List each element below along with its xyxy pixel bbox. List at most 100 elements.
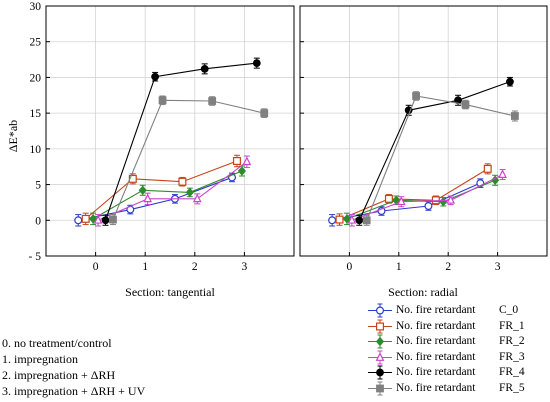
data-point-fr_1 [384, 194, 393, 203]
legend-item-fr1: No. fire retardant FR_1 [367, 319, 549, 335]
legend-label: No. fire retardant [396, 381, 476, 394]
legend-label: No. fire retardant [396, 319, 476, 332]
legend-code: FR_3 [499, 350, 525, 363]
legend-item-fr3: No. fire retardant FR_3 [367, 350, 549, 366]
legend-code: FR_1 [499, 319, 525, 332]
legend-code: FR_4 [499, 366, 525, 378]
legend-item-fr4: No. fire retardant FR_4 [367, 365, 549, 381]
data-point-fr_3 [446, 194, 456, 204]
data-point-fr_4 [101, 216, 110, 225]
data-point-fr_2 [138, 185, 147, 196]
x-tick-label: 1 [142, 261, 148, 273]
data-point-c_0 [424, 202, 433, 211]
series-line-fr_3 [97, 161, 248, 221]
x-tick-label: 3 [495, 261, 501, 273]
legend-label: No. fire retardant [396, 366, 476, 378]
legend-marker [376, 368, 384, 377]
note-item: 0. no treatment/control [2, 336, 112, 350]
data-point-fr_5 [109, 215, 117, 224]
x-tick-label: 2 [445, 261, 451, 273]
y-tick-label: - 5 [29, 251, 42, 263]
plot-frame [299, 5, 548, 257]
legend-marker [375, 336, 385, 347]
x-tick-label: 3 [242, 261, 248, 273]
data-point-fr_1 [178, 177, 187, 186]
data-point-fr_3 [93, 214, 103, 224]
data-point-fr_1 [81, 214, 90, 223]
legend-label: No. fire retardant [396, 304, 476, 316]
x-tick-label: 1 [396, 261, 402, 273]
data-point-fr_3 [396, 196, 406, 206]
legend-swatch-fr1 [368, 319, 392, 333]
data-point-fr_3 [242, 156, 252, 166]
note-item: 3. impregnation + ΔRH + UV [2, 384, 146, 398]
x-tick-label: 0 [347, 261, 353, 273]
data-point-fr_3 [347, 214, 357, 224]
series-line-fr_1 [85, 160, 238, 220]
data-point-fr_3 [143, 193, 153, 203]
data-point-fr_2 [237, 166, 246, 176]
legend-item-c0: No. fire retardant C_0 [367, 303, 549, 319]
note-item: 1. impregnation [2, 352, 78, 366]
data-point-fr_4 [151, 72, 160, 81]
x-tick-label: 2 [192, 261, 198, 273]
legend-code: C_0 [499, 304, 519, 316]
legend-marker [376, 306, 385, 315]
note-item: 2. impregnation + ΔRH [2, 368, 116, 382]
data-point-fr_3 [192, 193, 202, 203]
series-line-fr_4 [105, 62, 257, 221]
data-point-fr_2 [89, 214, 98, 224]
data-point-fr_5 [362, 216, 371, 225]
x-axis-label-tangential: Section: tangential [125, 285, 215, 299]
legend-item-fr2: No. fire retardant FR_2 [367, 334, 549, 350]
data-point-fr_5 [208, 97, 217, 105]
data-point-fr_1 [483, 164, 492, 173]
y-tick-label: 15 [30, 108, 42, 120]
data-point-fr_5 [510, 112, 519, 120]
data-point-fr_5 [461, 100, 470, 109]
series-line-fr_3 [351, 174, 503, 221]
treatment-notes: 0. no treatment/control 1. impregnation … [2, 335, 145, 399]
plot-frame [45, 5, 295, 257]
legend: No. fire retardant C_0 No. fire retardan… [367, 303, 549, 396]
legend-label: No. fire retardant [396, 335, 476, 347]
legend-item-fr5: No. fire retardant FR_5 [367, 381, 549, 397]
y-tick-label: 0 [35, 215, 41, 227]
y-tick-label: 25 [30, 37, 42, 49]
series-line-fr_5 [112, 99, 265, 220]
series-line-fr_1 [339, 168, 489, 221]
legend-code: FR_5 [499, 381, 525, 394]
legend-swatch-fr3 [368, 350, 392, 364]
data-point-fr_5 [158, 96, 167, 105]
y-tick-label: 20 [30, 72, 42, 84]
series-line-fr_2 [92, 170, 243, 220]
legend-label: No. fire retardant [396, 350, 476, 363]
series-line-fr_4 [358, 81, 511, 221]
data-point-fr_4 [252, 59, 261, 68]
y-tick-label: 30 [30, 1, 42, 13]
data-point-fr_3 [498, 169, 507, 178]
data-point-c_0 [328, 216, 337, 225]
legend-code: FR_2 [499, 335, 525, 347]
y-tick-label: 10 [30, 144, 42, 156]
data-point-fr_5 [412, 92, 420, 100]
data-point-fr_4 [355, 216, 364, 225]
data-point-fr_2 [392, 195, 401, 206]
panel-tangential: 0 1 2 3 - 5 0 5 10 15 20 25 30 [29, 1, 295, 273]
legend-marker [375, 351, 385, 361]
data-point-fr_2 [185, 187, 194, 198]
data-point-fr_1 [232, 157, 241, 166]
legend-swatch-fr2 [368, 334, 392, 349]
y-axis-label: ΔE*ab [6, 120, 20, 152]
data-point-fr_1 [335, 215, 344, 224]
panel-radial: 0 1 2 3 [299, 5, 548, 273]
data-point-fr_2 [342, 214, 351, 224]
data-point-fr_4 [506, 77, 514, 86]
legend-swatch-fr5 [368, 381, 392, 395]
legend-swatch-c0 [368, 303, 392, 318]
legend-marker [376, 384, 384, 392]
series-line-fr_5 [366, 95, 516, 221]
data-point-fr_5 [260, 109, 269, 118]
data-point-fr_4 [200, 64, 209, 73]
